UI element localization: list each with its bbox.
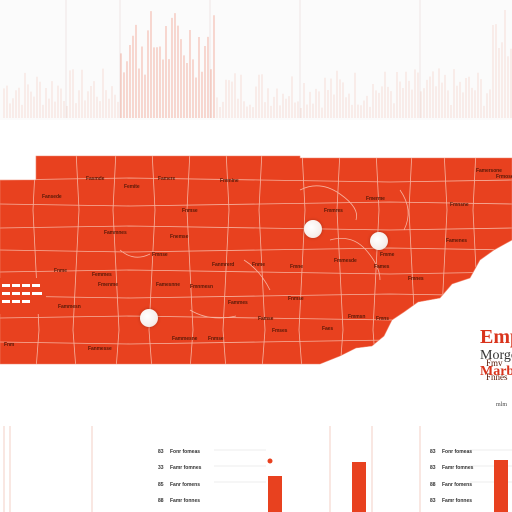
county-label: Fmmsn (348, 314, 366, 320)
map-subtitle: Morgc (480, 348, 512, 363)
row-label: Famr fonnes (170, 498, 201, 504)
county-label: Fmmine (220, 178, 239, 184)
row-index: 88 (158, 498, 164, 504)
county-label: Fmnsne (450, 202, 469, 208)
county-label: Fames (374, 264, 390, 270)
county-label: Fnmse (208, 336, 224, 342)
map-note: Fmv (486, 358, 503, 368)
map-title: Emp (480, 326, 512, 348)
map-note: Fnnes (486, 372, 508, 382)
bottom-panels: 83 Fonr fomeas 33 Famr fomnes 85 Fanr fomens 8… (0, 420, 512, 512)
county-label: Fmmesde (334, 258, 357, 264)
county-label: Fmns (376, 316, 389, 322)
map-accent-text: Marb (480, 364, 512, 379)
county-label: Fnmse (182, 208, 198, 214)
county-label: Fansede (42, 194, 62, 200)
county-label: Fanmrerd (212, 262, 235, 268)
row-label: Fonr fomeas (170, 449, 201, 455)
county-border (0, 293, 512, 299)
location-marker[interactable] (140, 309, 158, 327)
county-border (222, 156, 230, 364)
county-label: Fnmse (288, 296, 304, 302)
row-label: Fonr fomeas (442, 449, 473, 455)
row-index: 33 (158, 465, 164, 471)
county-label: Fammnes (104, 230, 127, 236)
ghost-bar (268, 476, 282, 512)
county-label: Fnme (54, 268, 67, 274)
ghost-bar (352, 462, 366, 512)
county-label: Famenes (446, 238, 467, 244)
bottom-ghost-chart (3, 426, 512, 512)
county-label: Fanmesse (88, 346, 112, 352)
county-label: Femite (124, 184, 140, 190)
row-index: 83 (430, 465, 436, 471)
county-label: Famere (158, 176, 176, 182)
county-label: Fasmde (86, 176, 105, 182)
county-border (299, 185, 358, 221)
county-label: Fmnes (408, 276, 424, 282)
county-label: Fmne (290, 264, 303, 270)
top-ghost-chart (0, 0, 512, 120)
legend-swatch (0, 278, 46, 314)
ghost-chart-lines (3, 0, 512, 118)
county-label: Fammesne (172, 336, 198, 342)
county-border (336, 156, 344, 364)
county-border (0, 201, 512, 207)
county-label: Fammesn (58, 304, 81, 310)
county-label: Famesnne (156, 282, 180, 288)
county-label: Fnemse (170, 234, 189, 240)
row-index: 83 (430, 498, 436, 504)
county-border (0, 269, 512, 275)
county-border (0, 247, 512, 253)
row-index: 83 (158, 449, 164, 455)
county-border (0, 225, 512, 231)
county-label: Fnme (252, 262, 265, 268)
county-label: Fmnmesn (190, 284, 213, 290)
row-label: Famr fonnes (442, 498, 473, 504)
ghost-bar (494, 460, 508, 512)
county-label: Fmenme (98, 282, 118, 288)
county-border (32, 156, 40, 364)
county-border (0, 177, 512, 183)
county-border (243, 259, 271, 291)
row-label: Famr fomnes (170, 465, 202, 471)
county-label: Fmerme (366, 196, 385, 202)
county-label: Frmose (496, 174, 512, 180)
location-marker[interactable] (304, 220, 322, 238)
row-label: Fanr fomens (442, 482, 473, 488)
county-label: Fmses (272, 328, 288, 334)
row-index: 83 (430, 449, 436, 455)
county-border (189, 309, 237, 319)
county-border (329, 237, 381, 281)
row-label: Famr fomnes (442, 465, 474, 471)
county-label: Faes (322, 326, 333, 332)
small-mark: mlm (496, 402, 508, 408)
county-border (258, 156, 266, 364)
county-label: Fnm (4, 342, 15, 348)
county-border (399, 189, 409, 231)
county-border (298, 156, 306, 364)
county-label: Fammes (228, 300, 248, 306)
county-label: Fmmres (324, 208, 343, 214)
ghost-point (267, 458, 273, 464)
row-index: 85 (158, 482, 164, 488)
county-map-svg (0, 155, 512, 365)
county-label: Fmnse (152, 252, 168, 258)
row-index: 88 (430, 482, 436, 488)
location-marker[interactable] (370, 232, 388, 250)
county-label: Famse (258, 316, 274, 322)
county-map: Fasmde Fansede Femite Famere Fmmine Famersone… (0, 150, 512, 382)
county-label: Femmes (92, 272, 112, 278)
row-label: Fanr fomens (170, 482, 201, 488)
county-border (372, 156, 380, 364)
county-border (119, 249, 151, 258)
county-label: Fmme (380, 252, 395, 258)
county-label: Famersone (476, 168, 502, 174)
